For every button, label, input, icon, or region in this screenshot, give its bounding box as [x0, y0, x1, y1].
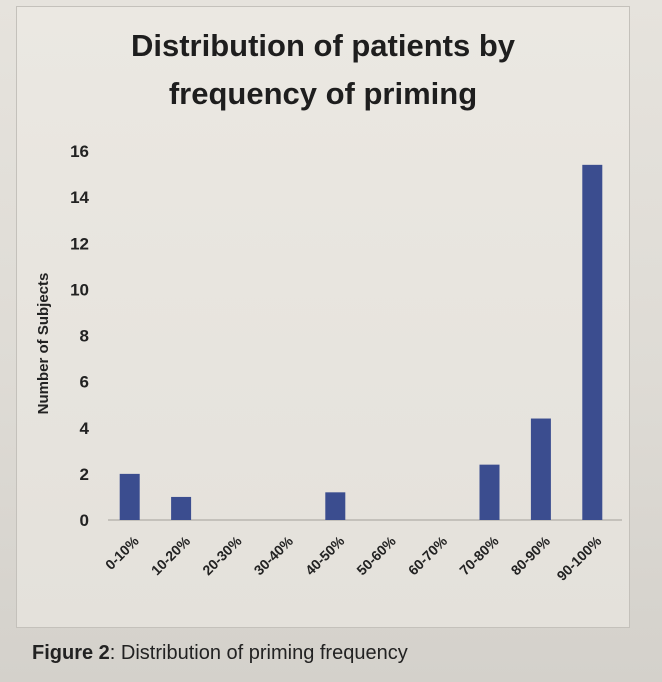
- figure-caption-label: Figure 2: [32, 642, 110, 664]
- x-tick-label: 70-80%: [456, 532, 502, 578]
- y-tick-label: 14: [70, 188, 89, 207]
- figure-caption-text: : Distribution of priming frequency: [109, 642, 408, 664]
- y-tick-label: 2: [80, 465, 89, 484]
- x-tick-label: 50-60%: [353, 532, 399, 578]
- x-tick-label: 40-50%: [302, 532, 348, 578]
- bar-70-80%: [479, 464, 500, 520]
- y-axis-ticks: 0 2 4 6 8 10 12 14 16: [70, 142, 89, 530]
- x-tick-label: 90-100%: [553, 532, 604, 583]
- x-tick-label: 30-40%: [251, 532, 297, 578]
- y-tick-label: 12: [70, 234, 89, 253]
- chart-title: Distribution of patients by frequency of…: [16, 22, 630, 118]
- bar-90-100%: [582, 164, 603, 520]
- y-axis-label: Number of Subjects: [35, 273, 52, 415]
- x-tick-label: 20-30%: [199, 532, 245, 578]
- bar-10-20%: [171, 496, 192, 520]
- bar-40-50%: [325, 492, 346, 520]
- figure-caption: Figure 2: Distribution of priming freque…: [32, 642, 408, 665]
- x-tick-label: 0-10%: [102, 532, 142, 572]
- chart-frame: [16, 6, 630, 628]
- chart-title-line-1: Distribution of patients by: [130, 28, 516, 63]
- x-axis-ticks: 0-10% 10-20% 20-30% 30-40% 40-50% 50-60% 60-70…: [102, 532, 605, 583]
- bar-80-90%: [530, 418, 551, 520]
- y-tick-label: 0: [80, 511, 89, 530]
- chart-title-line-2: frequency of priming: [168, 76, 478, 111]
- bars: [119, 164, 603, 520]
- x-tick-label: 60-70%: [405, 532, 451, 578]
- y-tick-label: 4: [80, 419, 90, 438]
- bar-0-10%: [119, 473, 140, 520]
- y-tick-label: 16: [70, 142, 89, 161]
- y-tick-label: 6: [80, 373, 89, 392]
- x-tick-label: 80-90%: [508, 532, 554, 578]
- y-tick-label: 8: [80, 327, 89, 346]
- x-tick-label: 10-20%: [148, 532, 194, 578]
- y-tick-label: 10: [70, 280, 89, 299]
